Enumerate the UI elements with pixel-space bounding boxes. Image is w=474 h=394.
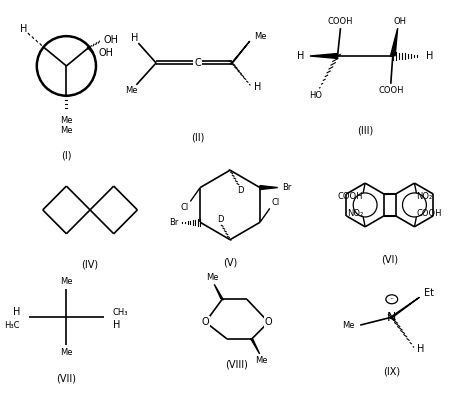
Text: HO: HO bbox=[310, 91, 322, 100]
Text: CH₃: CH₃ bbox=[113, 308, 128, 317]
Text: D: D bbox=[237, 186, 243, 195]
Text: H: H bbox=[113, 320, 120, 330]
Text: (I): (I) bbox=[61, 150, 72, 160]
Text: Me: Me bbox=[60, 115, 73, 125]
Text: N: N bbox=[387, 310, 396, 323]
Text: OH: OH bbox=[393, 17, 406, 26]
Text: (III): (III) bbox=[357, 125, 373, 136]
Text: COOH: COOH bbox=[378, 86, 403, 95]
Text: H: H bbox=[254, 82, 261, 92]
Text: COOH: COOH bbox=[337, 191, 363, 201]
Text: H: H bbox=[426, 51, 434, 61]
Polygon shape bbox=[260, 186, 278, 190]
Text: ··: ·· bbox=[389, 295, 394, 304]
Text: Me: Me bbox=[60, 348, 73, 357]
Text: NO₂: NO₂ bbox=[347, 209, 363, 218]
Text: O: O bbox=[264, 317, 273, 327]
Text: H: H bbox=[418, 344, 425, 354]
Text: Me: Me bbox=[60, 277, 73, 286]
Text: Et: Et bbox=[424, 288, 434, 298]
Polygon shape bbox=[250, 338, 260, 354]
Text: D: D bbox=[217, 216, 223, 224]
Text: (IX): (IX) bbox=[383, 367, 401, 377]
Text: H: H bbox=[20, 24, 27, 34]
Text: (IV): (IV) bbox=[82, 260, 99, 269]
Text: Me: Me bbox=[125, 86, 138, 95]
Text: Me: Me bbox=[206, 273, 219, 282]
Polygon shape bbox=[310, 54, 337, 58]
Text: COOH: COOH bbox=[328, 17, 353, 26]
Text: C: C bbox=[194, 58, 201, 68]
Polygon shape bbox=[214, 284, 223, 300]
Text: H₃C: H₃C bbox=[5, 321, 20, 330]
Text: Me: Me bbox=[255, 356, 268, 365]
Text: H: H bbox=[131, 33, 138, 43]
Text: H: H bbox=[13, 307, 20, 317]
Text: H: H bbox=[297, 51, 304, 61]
Text: Br: Br bbox=[282, 183, 291, 192]
Text: Me: Me bbox=[254, 32, 266, 41]
Text: (VIII): (VIII) bbox=[226, 360, 248, 370]
Text: (II): (II) bbox=[191, 132, 204, 142]
Polygon shape bbox=[390, 28, 398, 56]
Polygon shape bbox=[391, 297, 419, 319]
Text: (V): (V) bbox=[223, 258, 237, 268]
Text: OH: OH bbox=[99, 48, 114, 58]
Text: OH: OH bbox=[104, 35, 119, 45]
Text: Me: Me bbox=[60, 126, 73, 134]
Text: Cl: Cl bbox=[272, 198, 280, 207]
Text: Me: Me bbox=[342, 321, 354, 330]
Polygon shape bbox=[230, 41, 250, 64]
Text: Cl: Cl bbox=[180, 203, 188, 212]
Text: COOH: COOH bbox=[417, 209, 442, 218]
Text: Br: Br bbox=[169, 218, 179, 227]
Text: NO₂: NO₂ bbox=[417, 191, 433, 201]
Text: (VI): (VI) bbox=[381, 255, 398, 264]
Text: O: O bbox=[201, 317, 209, 327]
Text: (VII): (VII) bbox=[56, 374, 76, 384]
